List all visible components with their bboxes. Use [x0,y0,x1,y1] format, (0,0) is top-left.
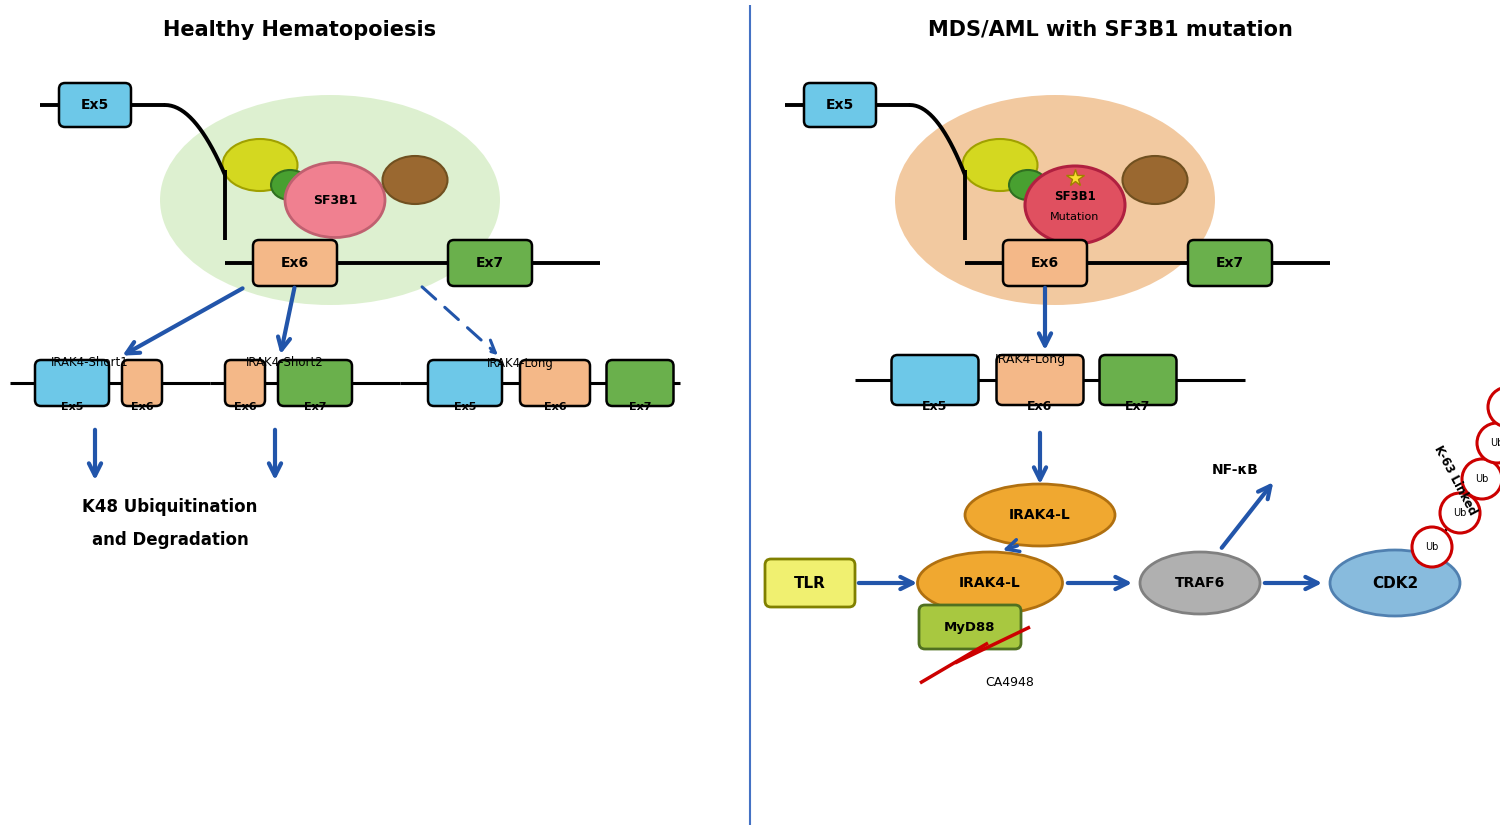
Text: Ub: Ub [1454,508,1467,518]
Text: IRAK4-Long: IRAK4-Long [994,352,1065,366]
FancyBboxPatch shape [1188,240,1272,286]
FancyBboxPatch shape [606,360,674,406]
Text: Ex7: Ex7 [1125,401,1150,413]
Ellipse shape [1330,550,1460,616]
Text: Ex6: Ex6 [1030,256,1059,270]
Text: CDK2: CDK2 [1372,575,1417,590]
Circle shape [1478,423,1500,463]
FancyBboxPatch shape [520,360,590,406]
Text: Ex7: Ex7 [476,256,504,270]
Circle shape [1462,459,1500,499]
Text: TRAF6: TRAF6 [1174,576,1225,590]
FancyBboxPatch shape [891,355,978,405]
Ellipse shape [918,552,1062,614]
Text: and Degradation: and Degradation [92,531,249,549]
Text: Ex5: Ex5 [827,98,854,112]
FancyBboxPatch shape [804,83,876,127]
FancyBboxPatch shape [920,605,1022,649]
Text: Ex6: Ex6 [543,402,567,412]
FancyBboxPatch shape [427,360,502,406]
Text: Ex5: Ex5 [62,402,82,412]
Text: IRAK4-L: IRAK4-L [1010,508,1071,522]
Text: Ex6: Ex6 [280,256,309,270]
FancyBboxPatch shape [58,83,130,127]
Text: Mutation: Mutation [1050,212,1100,222]
Text: Ub: Ub [1425,542,1438,552]
FancyBboxPatch shape [254,240,338,286]
Text: Ub: Ub [1476,474,1488,484]
FancyBboxPatch shape [34,360,110,406]
Ellipse shape [285,163,386,237]
Ellipse shape [896,95,1215,305]
Ellipse shape [1024,166,1125,244]
Ellipse shape [382,156,447,204]
Text: Ub: Ub [1491,438,1500,448]
Text: IRAK4-Short2: IRAK4-Short2 [246,357,324,370]
Ellipse shape [272,170,309,200]
FancyBboxPatch shape [996,355,1083,405]
Text: Ex7: Ex7 [1216,256,1243,270]
Circle shape [1488,387,1500,427]
Text: K48 Ubiquitination: K48 Ubiquitination [82,498,258,516]
FancyBboxPatch shape [122,360,162,406]
FancyBboxPatch shape [1100,355,1176,405]
FancyBboxPatch shape [278,360,352,406]
Text: Ex6: Ex6 [130,402,153,412]
Circle shape [1440,493,1480,533]
Text: K-63 Linked: K-63 Linked [1431,443,1479,517]
Text: Ex7: Ex7 [303,402,327,412]
FancyBboxPatch shape [1004,240,1088,286]
FancyBboxPatch shape [765,559,855,607]
Ellipse shape [1010,170,1047,200]
Text: SF3B1: SF3B1 [1054,190,1096,204]
Text: Ex5: Ex5 [922,401,948,413]
Text: NF-κB: NF-κB [1212,463,1258,477]
Circle shape [1412,527,1452,567]
Text: IRAK4-Short1: IRAK4-Short1 [51,357,129,370]
Ellipse shape [963,139,1038,191]
Text: IRAK4-L: IRAK4-L [958,576,1022,590]
Text: Ex5: Ex5 [454,402,476,412]
Text: TLR: TLR [794,575,826,590]
Text: Ex7: Ex7 [628,402,651,412]
FancyBboxPatch shape [448,240,532,286]
Text: Ex5: Ex5 [81,98,110,112]
Text: IRAK4-Long: IRAK4-Long [486,357,554,370]
Ellipse shape [160,95,500,305]
FancyBboxPatch shape [225,360,266,406]
Text: CA4948: CA4948 [986,676,1035,690]
Ellipse shape [1122,156,1188,204]
Text: MDS/AML with SF3B1 mutation: MDS/AML with SF3B1 mutation [927,20,1293,40]
Ellipse shape [964,484,1114,546]
Text: Healthy Hematopoiesis: Healthy Hematopoiesis [164,20,436,40]
Text: Ex6: Ex6 [234,402,256,412]
Text: MyD88: MyD88 [945,620,996,634]
Ellipse shape [1140,552,1260,614]
Ellipse shape [222,139,297,191]
Text: SF3B1: SF3B1 [314,194,357,206]
Text: Ex6: Ex6 [1028,401,1053,413]
